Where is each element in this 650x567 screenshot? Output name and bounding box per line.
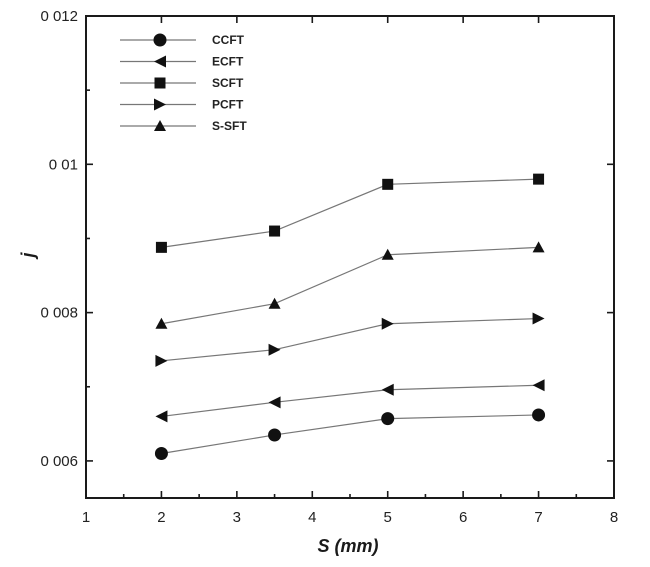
data-point — [155, 410, 168, 423]
data-point — [155, 354, 168, 367]
data-point — [268, 343, 281, 356]
data-point — [381, 317, 394, 330]
data-point — [532, 241, 545, 253]
series-line — [161, 246, 539, 325]
legend-marker — [154, 120, 166, 131]
series-ecft — [155, 379, 545, 423]
legend-marker — [154, 55, 166, 68]
x-ticks: 1 2 3 4 5 6 7 8 — [82, 16, 618, 526]
y-axis-title: j — [18, 252, 38, 260]
x-axis-title: S (mm) — [317, 536, 378, 556]
data-point — [381, 383, 394, 396]
x-tick-label: 6 — [459, 509, 467, 526]
legend-item: PCFT — [120, 98, 244, 112]
legend-label: SCFT — [212, 76, 244, 90]
legend-marker — [154, 77, 166, 89]
legend-label: PCFT — [212, 98, 244, 112]
data-point — [269, 225, 281, 237]
data-point — [382, 178, 394, 190]
series-ccft — [154, 408, 546, 461]
data-point — [268, 428, 282, 442]
data-point — [268, 297, 281, 309]
x-tick-label: 5 — [384, 509, 392, 526]
series-scft — [155, 173, 545, 253]
data-point — [268, 396, 281, 409]
series-line — [161, 317, 539, 362]
data-point — [155, 317, 168, 329]
data-point — [532, 379, 545, 392]
series-group — [154, 173, 546, 461]
x-tick-label: 8 — [610, 509, 618, 526]
legend-item: SCFT — [120, 76, 244, 90]
data-point — [532, 312, 545, 325]
x-tick-label: 4 — [308, 509, 316, 526]
series-s-sft — [155, 241, 545, 329]
data-point — [532, 408, 546, 422]
legend-item: CCFT — [120, 33, 245, 47]
data-point — [155, 241, 167, 253]
y-tick-label: 0 01 — [49, 156, 78, 173]
y-tick-label: 0 012 — [40, 8, 78, 25]
x-tick-label: 7 — [534, 509, 542, 526]
series-pcft — [155, 312, 545, 367]
data-point — [154, 447, 168, 461]
legend-marker — [153, 33, 167, 47]
y-ticks: 0 006 0 008 0 01 0 012 — [40, 8, 614, 470]
series-line — [161, 178, 539, 248]
data-point — [381, 412, 395, 426]
legend-label: CCFT — [212, 33, 245, 47]
legend: CCFT ECFT SCFT PCFT S-SFT — [120, 33, 247, 133]
y-tick-label: 0 006 — [40, 453, 78, 470]
legend-item: S-SFT — [120, 119, 247, 133]
series-line — [161, 414, 539, 455]
legend-marker — [154, 98, 166, 111]
series-line — [161, 384, 539, 418]
legend-label: S-SFT — [212, 119, 247, 133]
data-point — [381, 248, 394, 260]
x-tick-label: 2 — [157, 509, 165, 526]
data-point — [533, 173, 545, 185]
x-tick-label: 1 — [82, 509, 90, 526]
y-tick-label: 0 008 — [40, 305, 78, 322]
x-tick-label: 3 — [233, 509, 241, 526]
legend-label: ECFT — [212, 55, 244, 69]
legend-item: ECFT — [120, 55, 244, 69]
